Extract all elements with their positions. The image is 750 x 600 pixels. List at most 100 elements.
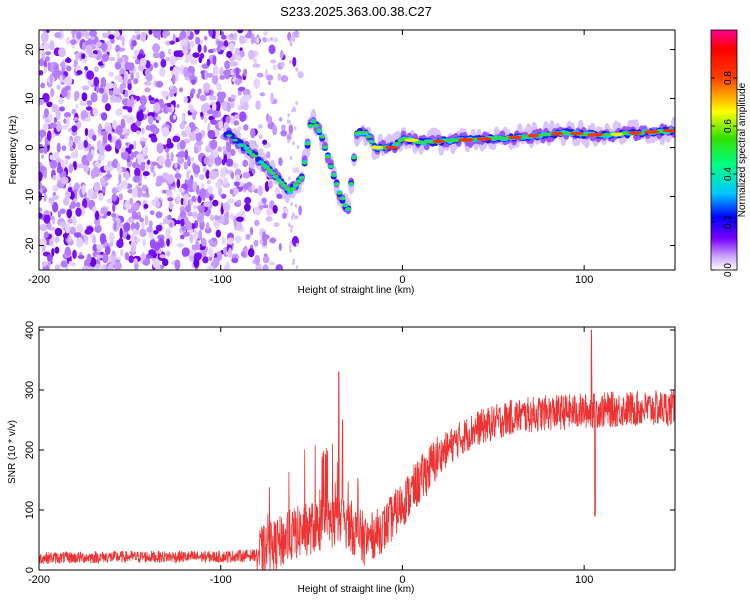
spectrogram-peak-blob	[458, 137, 474, 142]
spectrogram-noise-blob	[167, 173, 174, 185]
spectrogram-noise-blob	[218, 120, 224, 130]
spectrogram-noise-blob	[167, 197, 174, 202]
spectrogram-noise-blob	[106, 82, 114, 89]
spectrogram-noise-blob	[112, 120, 118, 130]
spectrogram-noise-blob	[68, 139, 73, 148]
spectrogram-noise-blob	[53, 152, 60, 160]
spectrogram-noise-blob	[196, 93, 200, 99]
spectrogram-noise-blob	[288, 245, 292, 250]
spectrogram-noise-blob	[86, 70, 95, 80]
spectrogram-noise-blob	[75, 236, 84, 248]
spectrogram-noise-blob	[258, 204, 264, 211]
spectrogram-noise-blob	[234, 47, 240, 56]
spectrogram-noise-blob	[68, 235, 72, 243]
spectrogram-noise-blob	[248, 158, 256, 169]
spectrogram-noise-blob	[73, 161, 77, 171]
spectrogram-noise-blob	[237, 30, 244, 34]
spectrogram-noise-blob	[295, 265, 299, 270]
spectrogram-noise-blob	[225, 158, 234, 167]
spectrogram-signal-blob	[231, 138, 238, 142]
spectrogram-noise-blob	[296, 145, 300, 150]
spectrogram-noise-blob	[259, 92, 266, 97]
spectrogram-noise-blob	[172, 135, 181, 143]
spectrogram-noise-blob	[74, 135, 81, 142]
spectrogram-noise-blob	[255, 100, 261, 111]
spectrogram-noise-blob	[203, 45, 207, 53]
spectrogram-noise-blob	[162, 104, 169, 114]
spectrogram-signal-blob	[269, 172, 276, 175]
spectrogram-marks	[39, 30, 675, 270]
spectrogram-noise-blob	[75, 104, 79, 109]
spectrogram-noise-blob	[204, 116, 208, 124]
spectrogram-noise-blob	[52, 185, 59, 192]
spectrogram-noise-blob	[295, 215, 299, 220]
spectrogram-noise-blob	[254, 219, 260, 227]
spectrogram-peak-blob	[476, 137, 492, 141]
spectrogram-y-tick-label: 20	[24, 43, 36, 55]
spectrogram-noise-blob	[256, 72, 264, 78]
spectrogram-noise-blob	[39, 212, 43, 219]
spectrogram-noise-blob	[270, 92, 274, 103]
spectrogram-noise-blob	[42, 35, 46, 44]
spectrogram-noise-blob	[123, 73, 128, 84]
spectrogram-noise-blob	[127, 83, 132, 91]
spectrogram-noise-blob	[46, 130, 52, 142]
spectrogram-noise-blob	[98, 123, 103, 134]
spectrogram-noise-blob	[155, 116, 162, 121]
colorbar-gradient	[710, 29, 738, 271]
spectrogram-noise-blob	[291, 108, 294, 113]
spectrogram-signal-blob	[365, 135, 372, 139]
spectrogram-noise-blob	[217, 187, 223, 197]
spectrogram-noise-blob	[39, 143, 44, 151]
snr-x-label: Height of straight line (km)	[298, 584, 415, 595]
spectrogram-noise-blob	[209, 195, 213, 201]
snr-y-tick-label: 400	[24, 321, 36, 339]
spectrogram-noise-blob	[234, 235, 242, 244]
spectrogram-noise-blob	[94, 263, 101, 269]
spectrogram-noise-blob	[80, 99, 88, 107]
spectrogram-noise-blob	[107, 263, 114, 270]
colorbar-tick-label: 0.4	[723, 167, 734, 181]
spectrogram-noise-blob	[290, 224, 294, 229]
spectrogram-noise-blob	[55, 120, 62, 132]
spectrogram-signal-blob	[275, 178, 282, 182]
spectrogram-noise-blob	[49, 159, 58, 170]
spectrogram-noise-blob	[115, 97, 121, 103]
spectrogram-noise-blob	[98, 145, 105, 157]
spectrogram-noise-blob	[76, 223, 84, 234]
spectrogram-noise-blob	[203, 82, 211, 92]
spectrogram-noise-blob	[187, 211, 193, 217]
spectrogram-noise-blob	[243, 203, 251, 212]
spectrogram-noise-blob	[59, 208, 66, 214]
spectrogram-noise-blob	[233, 120, 240, 126]
spectrogram-noise-blob	[130, 72, 134, 81]
spectrogram-noise-blob	[242, 68, 248, 77]
spectrogram-noise-blob	[205, 221, 210, 231]
spectrogram-noise-blob	[124, 252, 130, 261]
spectrogram-noise-blob	[156, 142, 164, 154]
spectrogram-noise-blob	[152, 170, 156, 178]
spectrogram-noise-blob	[222, 145, 227, 151]
spectrogram-noise-blob	[43, 169, 48, 179]
spectrogram-noise-blob	[187, 155, 191, 166]
spectrogram-noise-blob	[126, 128, 130, 136]
spectrogram-noise-blob	[212, 199, 219, 207]
spectrogram-y-ticks: -20 -10 0 10 20	[24, 43, 675, 253]
spectrogram-noise-blob	[212, 109, 219, 118]
spectrogram-noise-blob	[202, 256, 209, 264]
spectrogram-noise-blob	[229, 33, 234, 38]
spectrogram-noise-blob	[262, 204, 269, 209]
spectrogram-signal-blob	[397, 139, 404, 142]
spectrogram-noise-blob	[89, 30, 98, 38]
spectrogram-noise-blob	[148, 230, 154, 241]
spectrogram-noise-blob	[220, 74, 225, 80]
spectrogram-noise-blob	[192, 111, 196, 121]
spectrogram-peak-blob	[404, 138, 419, 143]
spectrogram-signal-blob	[240, 144, 247, 148]
spectrogram-noise-blob	[114, 75, 123, 81]
spectrogram-noise-blob	[187, 178, 194, 189]
spectrogram-noise-blob	[276, 193, 283, 199]
spectrogram-noise-blob	[220, 193, 227, 199]
spectrogram-noise-blob	[59, 106, 65, 112]
spectrogram-signal-blob	[263, 166, 270, 170]
